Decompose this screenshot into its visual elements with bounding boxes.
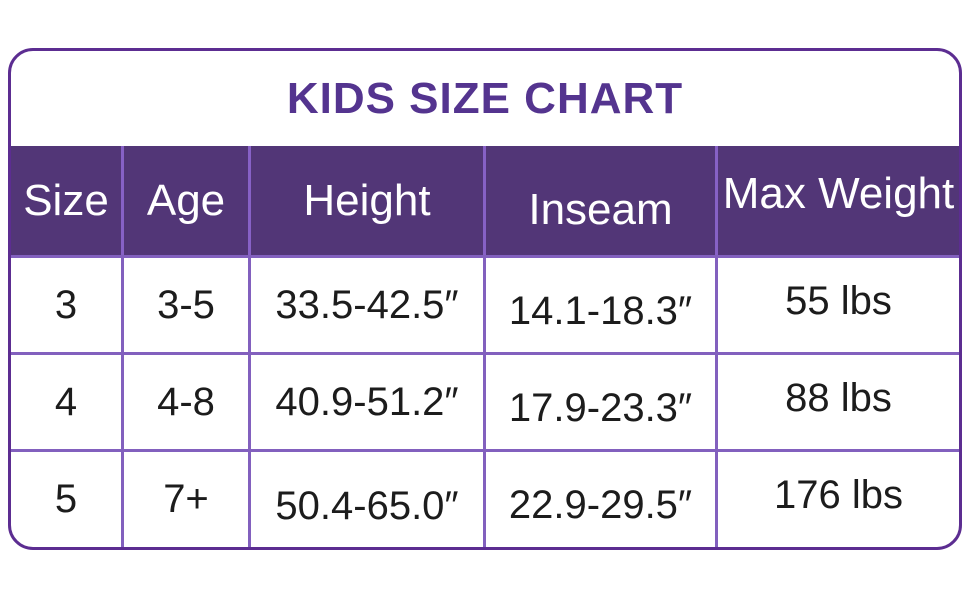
cell-max-weight: 88 lbs [715,355,959,449]
cell-max-weight-value: 176 lbs [774,473,903,517]
cell-age: 7+ [121,452,248,547]
cell-height: 50.4-65.0″ [248,452,483,547]
cell-height-value: 40.9-51.2″ [275,379,459,424]
cell-max-weight-value: 55 lbs [785,278,892,323]
cell-inseam: 22.9-29.5″ [483,452,715,547]
table-row: 5 7+ 50.4-65.0″ 22.9-29.5″ 176 lbs [11,449,959,547]
cell-size-value: 5 [54,477,78,521]
column-header-height-label: Height [303,175,431,225]
chart-title: KIDS SIZE CHART [286,73,684,123]
cell-age: 3-5 [121,258,248,352]
cell-max-weight: 55 lbs [715,258,959,352]
table-row: 4 4-8 40.9-51.2″ 17.9-23.3″ 88 lbs [11,352,959,449]
cell-inseam-value: 22.9-29.5″ [508,483,693,527]
table-body: 3 3-5 33.5-42.5″ 14.1-18.3″ 55 lbs 4 4-8… [11,255,959,547]
column-header-max-weight: Max Weight [715,146,959,255]
cell-inseam: 17.9-23.3″ [483,355,715,449]
cell-size: 4 [11,355,121,449]
table-row: 3 3-5 33.5-42.5″ 14.1-18.3″ 55 lbs [11,255,959,352]
cell-inseam-value: 17.9-23.3″ [508,385,693,430]
column-header-age-label: Age [146,175,226,225]
cell-height: 33.5-42.5″ [248,258,483,352]
cell-inseam-value: 14.1-18.3″ [508,288,693,333]
cell-age-value: 3-5 [157,282,215,327]
cell-height: 40.9-51.2″ [248,355,483,449]
column-header-age: Age [121,146,248,255]
cell-size: 3 [11,258,121,352]
size-chart-card: KIDS SIZE CHART Size Age Height Inseam M… [8,48,962,550]
cell-inseam: 14.1-18.3″ [483,258,715,352]
table-header-row: Size Age Height Inseam Max Weight [11,146,959,255]
cell-max-weight: 176 lbs [715,452,959,547]
column-header-inseam-label: Inseam [528,184,673,234]
column-header-height: Height [248,146,483,255]
cell-age-value: 7+ [163,477,209,521]
cell-height-value: 33.5-42.5″ [275,282,459,327]
column-header-inseam: Inseam [483,146,715,255]
column-header-size: Size [11,146,121,255]
cell-age-value: 4-8 [157,379,215,424]
cell-size-value: 3 [54,282,78,327]
cell-height-value: 50.4-65.0″ [275,484,459,528]
cell-size-value: 4 [54,379,78,424]
column-header-size-label: Size [23,175,109,225]
column-header-max-weight-label: Max Weight [722,168,955,218]
cell-size: 5 [11,452,121,547]
cell-max-weight-value: 88 lbs [785,375,892,420]
cell-age: 4-8 [121,355,248,449]
